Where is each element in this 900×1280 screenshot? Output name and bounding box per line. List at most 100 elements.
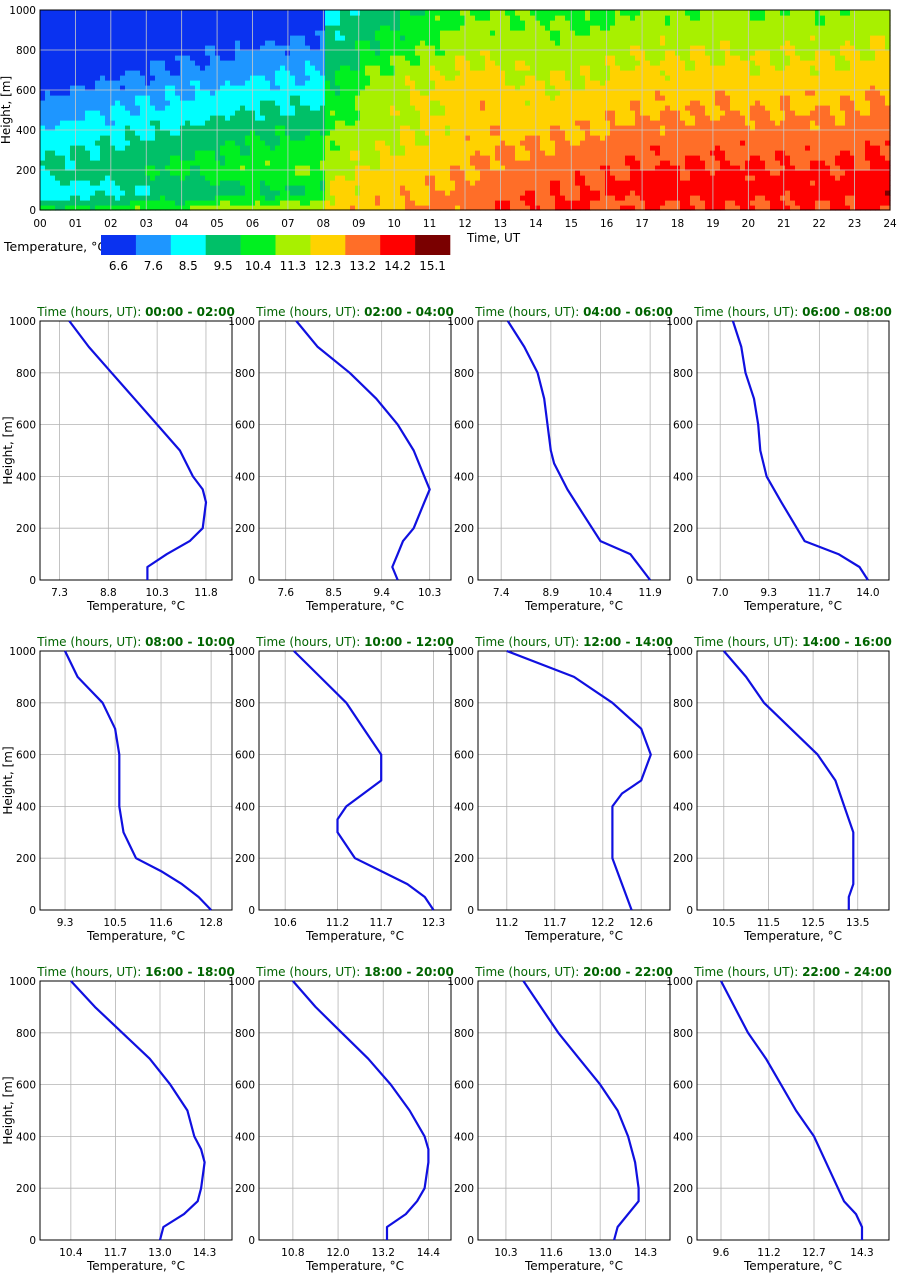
heatmap-cell (110, 140, 116, 146)
heatmap-cell (225, 165, 231, 171)
heatmap-cell (385, 180, 391, 186)
heatmap-cell (355, 185, 361, 191)
heatmap-cell (415, 75, 421, 81)
heatmap-cell (550, 105, 556, 111)
heatmap-cell (105, 95, 111, 101)
heatmap-cell (170, 10, 176, 16)
heatmap-cell (555, 40, 561, 46)
heatmap-cell (630, 130, 636, 136)
heatmap-cell (630, 100, 636, 106)
heatmap-cell (555, 50, 561, 56)
heatmap-cell (375, 150, 381, 156)
heatmap-cell (335, 20, 341, 26)
heatmap-cell (160, 125, 166, 131)
heatmap-cell (50, 90, 56, 96)
heatmap-cell (560, 95, 566, 101)
heatmap-cell (595, 10, 601, 16)
heatmap-cell (155, 55, 161, 61)
heatmap-cell (360, 90, 366, 96)
heatmap-cell (585, 205, 591, 211)
heatmap-cell (355, 60, 361, 66)
heatmap-cell (575, 65, 581, 71)
heatmap-cell (430, 95, 436, 101)
heatmap-cell (315, 70, 321, 76)
heatmap-cell (580, 125, 586, 131)
heatmap-cell (185, 90, 191, 96)
heatmap-cell (265, 80, 271, 86)
heatmap-cell (605, 15, 611, 21)
heatmap-cell (645, 60, 651, 66)
heatmap-cell (450, 110, 456, 116)
heatmap-cell (255, 100, 261, 106)
heatmap-cell (610, 160, 616, 166)
heatmap-cell (200, 20, 206, 26)
heatmap-cell (380, 30, 386, 36)
heatmap-cell (480, 90, 486, 96)
heatmap-cell (160, 130, 166, 136)
heatmap-cell (105, 180, 111, 186)
heatmap-cell (410, 120, 416, 126)
heatmap-cell (620, 65, 626, 71)
heatmap-cell (295, 135, 301, 141)
heatmap-cell (410, 90, 416, 96)
heatmap-cell (430, 205, 436, 211)
heatmap-cell (380, 175, 386, 181)
heatmap-cell (320, 105, 326, 111)
heatmap-cell (300, 35, 306, 41)
heatmap-cell (45, 115, 51, 121)
heatmap-cell (310, 185, 316, 191)
heatmap-cell (485, 50, 491, 56)
heatmap-cell (55, 10, 61, 16)
heatmap-cell (325, 100, 331, 106)
heatmap-cell (470, 35, 476, 41)
heatmap-cell (235, 85, 241, 91)
heatmap-cell (330, 200, 336, 206)
heatmap-cell (305, 125, 311, 131)
heatmap-cell (280, 110, 286, 116)
heatmap-cell (420, 25, 426, 31)
heatmap-cell (80, 55, 86, 61)
heatmap-cell (560, 165, 566, 171)
heatmap-cell (395, 20, 401, 26)
heatmap-cell (410, 75, 416, 81)
heatmap-cell (90, 40, 96, 46)
heatmap-cell (315, 45, 321, 51)
heatmap-cell (570, 90, 576, 96)
heatmap-cell (210, 125, 216, 131)
heatmap-cell (265, 190, 271, 196)
heatmap-cell (560, 15, 566, 21)
heatmap-cell (90, 30, 96, 36)
heatmap-cell (275, 125, 281, 131)
heatmap-cell (65, 180, 71, 186)
heatmap-cell (545, 115, 551, 121)
heatmap-cell (380, 85, 386, 91)
heatmap-cell (440, 145, 446, 151)
heatmap-cell (655, 100, 661, 106)
heatmap-cell (410, 105, 416, 111)
heatmap-cell (365, 45, 371, 51)
heatmap-cell (180, 180, 186, 186)
heatmap-cell (555, 140, 561, 146)
heatmap-cell (235, 125, 241, 131)
heatmap-cell (90, 140, 96, 146)
heatmap-cell (645, 20, 651, 26)
heatmap-cell (560, 30, 566, 36)
heatmap-cell (240, 20, 246, 26)
heatmap-cell (445, 175, 451, 181)
heatmap-cell (555, 80, 561, 86)
heatmap-cell (65, 105, 71, 111)
heatmap-cell (540, 75, 546, 81)
heatmap-cell (180, 45, 186, 51)
heatmap-cell (180, 105, 186, 111)
heatmap-cell (225, 200, 231, 206)
heatmap-cell (325, 95, 331, 101)
heatmap-cell (255, 190, 261, 196)
heatmap-cell (75, 100, 81, 106)
heatmap-cell (660, 140, 666, 146)
heatmap-cell (565, 135, 571, 141)
heatmap-cell (195, 100, 201, 106)
heatmap-cell (350, 205, 356, 211)
heatmap-cell (480, 155, 486, 161)
heatmap-cell (400, 95, 406, 101)
heatmap-cell (210, 170, 216, 176)
